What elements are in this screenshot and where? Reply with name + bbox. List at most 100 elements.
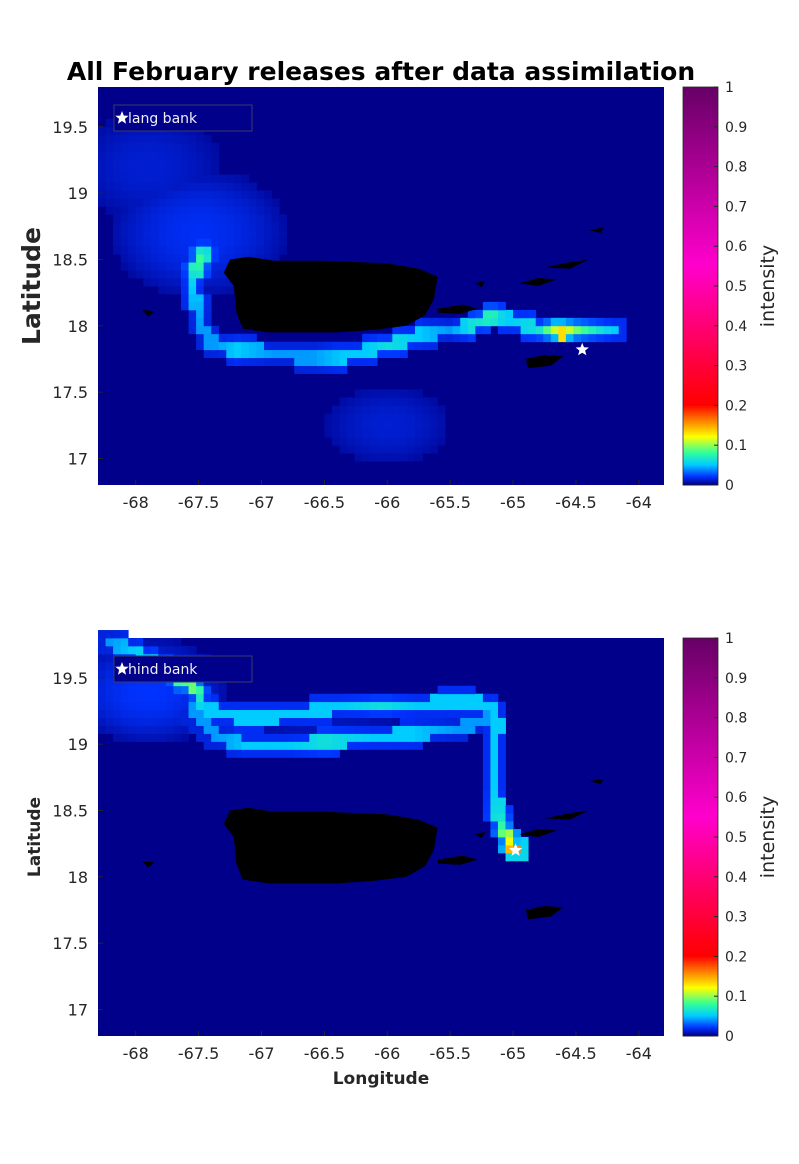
intensity-cell xyxy=(241,349,250,359)
colorbar-segment xyxy=(683,351,718,355)
intensity-cell xyxy=(513,829,522,838)
intensity-cell xyxy=(226,733,235,742)
colorbar-segment xyxy=(683,164,718,168)
intensity-cell xyxy=(422,333,431,343)
intensity-cell xyxy=(430,421,438,430)
intensity-cell xyxy=(165,725,174,734)
colorbar-segment xyxy=(683,206,718,209)
intensity-cell xyxy=(203,214,212,223)
intensity-cell xyxy=(218,693,227,703)
intensity-cell xyxy=(211,150,220,160)
island-land xyxy=(519,829,558,837)
colorbar-segment xyxy=(683,701,718,705)
intensity-cell xyxy=(422,693,431,703)
intensity-cell xyxy=(128,198,137,207)
colorbar-segment xyxy=(683,759,718,762)
island-land xyxy=(475,831,486,839)
colorbar-segment xyxy=(683,697,718,701)
intensity-cell xyxy=(196,158,205,167)
colorbar-segment xyxy=(683,377,718,381)
colorbar-segment xyxy=(683,785,718,788)
colorbar-segment xyxy=(683,405,718,408)
intensity-cell xyxy=(113,182,122,191)
intensity-cell xyxy=(384,405,393,414)
intensity-cell xyxy=(309,749,318,758)
intensity-cell xyxy=(301,701,310,711)
intensity-cell xyxy=(218,270,227,279)
intensity-cell xyxy=(165,717,174,726)
colorbar-segment xyxy=(683,817,718,820)
intensity-cell xyxy=(437,717,446,726)
intensity-cell xyxy=(339,405,348,414)
intensity-cell xyxy=(256,198,265,207)
intensity-cell xyxy=(301,733,310,742)
colorbar-segment xyxy=(683,677,718,681)
intensity-cell xyxy=(354,733,363,742)
intensity-cell xyxy=(497,301,506,311)
intensity-cell xyxy=(437,709,446,718)
intensity-cell xyxy=(181,717,189,726)
colorbar-segment xyxy=(683,731,718,735)
intensity-cell xyxy=(150,693,159,703)
intensity-cell xyxy=(120,174,129,183)
intensity-cell xyxy=(430,725,438,734)
intensity-cell xyxy=(113,158,122,167)
intensity-cell xyxy=(354,725,363,734)
intensity-cell xyxy=(264,254,272,263)
intensity-cell xyxy=(248,725,257,734)
colorbar-segment xyxy=(683,335,718,339)
intensity-cell xyxy=(241,174,250,183)
intensity-cell xyxy=(543,325,552,335)
intensity-cell xyxy=(596,317,605,327)
y-tick-label: 17.5 xyxy=(52,934,88,953)
intensity-cell xyxy=(203,254,212,263)
intensity-cell xyxy=(233,174,242,183)
intensity-cell xyxy=(490,805,499,814)
colorbar-segment xyxy=(683,112,718,116)
intensity-cell xyxy=(203,741,212,750)
colorbar-segment xyxy=(683,846,718,850)
colorbar-segment xyxy=(683,429,718,432)
colorbar-segment xyxy=(683,747,718,750)
colorbar-segment xyxy=(683,707,718,711)
intensity-cell xyxy=(452,685,461,695)
intensity-cell xyxy=(339,357,348,366)
intensity-cell xyxy=(339,413,348,422)
colorbar-segment xyxy=(683,866,718,870)
intensity-cell xyxy=(452,717,461,726)
intensity-cell xyxy=(339,733,348,742)
colorbar-segment xyxy=(683,453,718,456)
colorbar-tick-label: 0.4 xyxy=(725,870,747,886)
intensity-cell xyxy=(113,166,122,175)
intensity-cell xyxy=(550,317,559,327)
intensity-cell xyxy=(188,262,197,271)
intensity-cell xyxy=(135,270,144,279)
colorbar-segment xyxy=(683,184,718,187)
intensity-cell xyxy=(105,198,114,207)
colorbar-segment xyxy=(683,417,718,420)
colorbar-segment xyxy=(683,264,718,267)
intensity-cell xyxy=(520,852,529,862)
colorbar-segment xyxy=(683,305,718,309)
intensity-cell xyxy=(211,717,220,726)
intensity-cell xyxy=(158,238,167,247)
colorbar-segment xyxy=(683,102,718,106)
intensity-cell xyxy=(354,341,363,351)
intensity-cell xyxy=(173,638,182,647)
intensity-cell xyxy=(445,725,454,734)
intensity-cell xyxy=(271,709,280,718)
colorbar-segment xyxy=(683,829,718,832)
intensity-cell xyxy=(241,717,250,726)
release-site-star-icon xyxy=(508,843,523,856)
intensity-cell xyxy=(181,206,189,215)
intensity-cell xyxy=(354,389,363,398)
intensity-cell xyxy=(384,701,393,711)
intensity-cell xyxy=(377,349,386,359)
intensity-cell xyxy=(596,333,605,343)
intensity-cell xyxy=(324,349,333,359)
colorbar-tick-label: 0.2 xyxy=(725,398,747,414)
colorbar-segment xyxy=(683,242,718,245)
intensity-cell xyxy=(264,190,272,199)
colorbar-segment xyxy=(683,208,718,211)
intensity-cell xyxy=(377,717,386,726)
